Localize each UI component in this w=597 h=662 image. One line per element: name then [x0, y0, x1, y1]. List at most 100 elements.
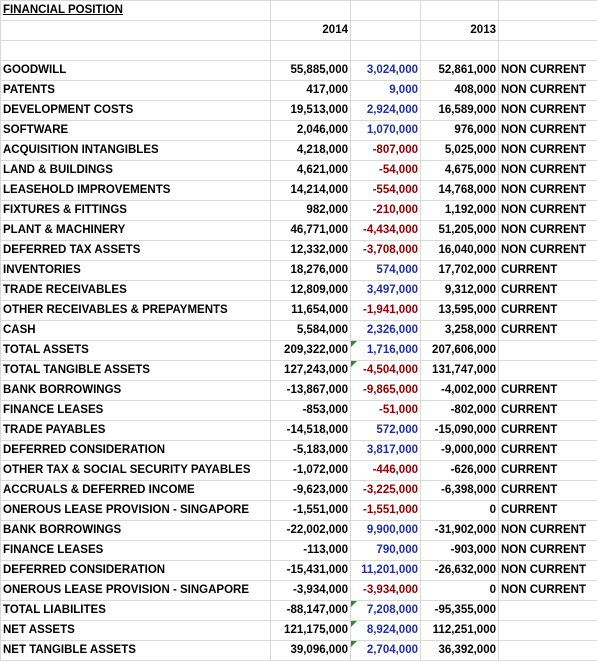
- empty-cell[interactable]: [350, 0, 421, 21]
- value-2013-cell[interactable]: -15,090,000: [420, 420, 499, 441]
- value-2013-cell[interactable]: 207,606,000: [420, 340, 499, 361]
- classification-cell[interactable]: [498, 600, 597, 621]
- change-cell[interactable]: 3,817,000: [350, 440, 421, 461]
- change-cell[interactable]: -3,225,000: [350, 480, 421, 501]
- value-2014-cell[interactable]: 982,000: [270, 200, 351, 221]
- value-2014-cell[interactable]: 4,218,000: [270, 140, 351, 161]
- classification-cell[interactable]: NON CURRENT: [498, 120, 597, 141]
- value-2013-cell[interactable]: 3,258,000: [420, 320, 499, 341]
- classification-cell[interactable]: [498, 620, 597, 641]
- change-cell[interactable]: -4,504,000: [350, 360, 421, 381]
- row-label-cell[interactable]: NET TANGIBLE ASSETS: [0, 640, 271, 661]
- change-cell[interactable]: 3,497,000: [350, 280, 421, 301]
- empty-cell[interactable]: [350, 40, 421, 61]
- classification-cell[interactable]: NON CURRENT: [498, 200, 597, 221]
- empty-cell[interactable]: [420, 40, 499, 61]
- value-2014-cell[interactable]: 417,000: [270, 80, 351, 101]
- change-cell[interactable]: 1,716,000: [350, 340, 421, 361]
- classification-cell[interactable]: NON CURRENT: [498, 100, 597, 121]
- value-2014-cell[interactable]: 39,096,000: [270, 640, 351, 661]
- year-2014-header[interactable]: 2014: [270, 20, 351, 41]
- row-label-cell[interactable]: OTHER TAX & SOCIAL SECURITY PAYABLES: [0, 460, 271, 481]
- classification-cell[interactable]: NON CURRENT: [498, 560, 597, 581]
- change-cell[interactable]: 572,000: [350, 420, 421, 441]
- empty-cell[interactable]: [498, 20, 597, 41]
- change-cell[interactable]: -3,708,000: [350, 240, 421, 261]
- value-2013-cell[interactable]: 112,251,000: [420, 620, 499, 641]
- classification-cell[interactable]: NON CURRENT: [498, 180, 597, 201]
- change-cell[interactable]: -1,941,000: [350, 300, 421, 321]
- value-2014-cell[interactable]: 12,332,000: [270, 240, 351, 261]
- value-2013-cell[interactable]: -802,000: [420, 400, 499, 421]
- value-2014-cell[interactable]: 46,771,000: [270, 220, 351, 241]
- value-2013-cell[interactable]: 16,040,000: [420, 240, 499, 261]
- classification-cell[interactable]: NON CURRENT: [498, 60, 597, 81]
- classification-cell[interactable]: CURRENT: [498, 260, 597, 281]
- value-2014-cell[interactable]: 121,175,000: [270, 620, 351, 641]
- classification-cell[interactable]: CURRENT: [498, 300, 597, 321]
- value-2013-cell[interactable]: -903,000: [420, 540, 499, 561]
- value-2014-cell[interactable]: -9,623,000: [270, 480, 351, 501]
- change-cell[interactable]: -1,551,000: [350, 500, 421, 521]
- empty-cell[interactable]: [270, 40, 351, 61]
- change-cell[interactable]: 790,000: [350, 540, 421, 561]
- sheet-title[interactable]: FINANCIAL POSITION: [0, 0, 271, 21]
- value-2014-cell[interactable]: 14,214,000: [270, 180, 351, 201]
- row-label-cell[interactable]: ONEROUS LEASE PROVISION - SINGAPORE: [0, 500, 271, 521]
- value-2013-cell[interactable]: 17,702,000: [420, 260, 499, 281]
- row-label-cell[interactable]: NET ASSETS: [0, 620, 271, 641]
- classification-cell[interactable]: CURRENT: [498, 460, 597, 481]
- change-cell[interactable]: -446,000: [350, 460, 421, 481]
- change-cell[interactable]: -51,000: [350, 400, 421, 421]
- change-cell[interactable]: -210,000: [350, 200, 421, 221]
- value-2014-cell[interactable]: 127,243,000: [270, 360, 351, 381]
- value-2013-cell[interactable]: 976,000: [420, 120, 499, 141]
- row-label-cell[interactable]: TRADE PAYABLES: [0, 420, 271, 441]
- value-2014-cell[interactable]: 209,322,000: [270, 340, 351, 361]
- classification-cell[interactable]: CURRENT: [498, 420, 597, 441]
- value-2014-cell[interactable]: 5,584,000: [270, 320, 351, 341]
- value-2014-cell[interactable]: -3,934,000: [270, 580, 351, 601]
- row-label-cell[interactable]: TOTAL ASSETS: [0, 340, 271, 361]
- change-cell[interactable]: -554,000: [350, 180, 421, 201]
- empty-cell[interactable]: [350, 20, 421, 41]
- empty-cell[interactable]: [498, 0, 597, 21]
- change-cell[interactable]: 2,326,000: [350, 320, 421, 341]
- value-2014-cell[interactable]: 55,885,000: [270, 60, 351, 81]
- value-2014-cell[interactable]: -5,183,000: [270, 440, 351, 461]
- value-2013-cell[interactable]: -9,000,000: [420, 440, 499, 461]
- empty-cell[interactable]: [270, 0, 351, 21]
- value-2013-cell[interactable]: -95,355,000: [420, 600, 499, 621]
- row-label-cell[interactable]: LAND & BUILDINGS: [0, 160, 271, 181]
- classification-cell[interactable]: [498, 340, 597, 361]
- value-2013-cell[interactable]: 36,392,000: [420, 640, 499, 661]
- row-label-cell[interactable]: TOTAL LIABILITES: [0, 600, 271, 621]
- value-2014-cell[interactable]: 2,046,000: [270, 120, 351, 141]
- change-cell[interactable]: -3,934,000: [350, 580, 421, 601]
- row-label-cell[interactable]: DEFERRED TAX ASSETS: [0, 240, 271, 261]
- value-2014-cell[interactable]: -88,147,000: [270, 600, 351, 621]
- change-cell[interactable]: -807,000: [350, 140, 421, 161]
- change-cell[interactable]: -4,434,000: [350, 220, 421, 241]
- row-label-cell[interactable]: BANK BORROWINGS: [0, 520, 271, 541]
- row-label-cell[interactable]: CASH: [0, 320, 271, 341]
- row-label-cell[interactable]: GOODWILL: [0, 60, 271, 81]
- value-2014-cell[interactable]: -22,002,000: [270, 520, 351, 541]
- row-label-cell[interactable]: INVENTORIES: [0, 260, 271, 281]
- value-2013-cell[interactable]: 9,312,000: [420, 280, 499, 301]
- row-label-cell[interactable]: LEASEHOLD IMPROVEMENTS: [0, 180, 271, 201]
- value-2014-cell[interactable]: 12,809,000: [270, 280, 351, 301]
- classification-cell[interactable]: NON CURRENT: [498, 540, 597, 561]
- change-cell[interactable]: 3,024,000: [350, 60, 421, 81]
- value-2013-cell[interactable]: 1,192,000: [420, 200, 499, 221]
- value-2013-cell[interactable]: -26,632,000: [420, 560, 499, 581]
- change-cell[interactable]: 7,208,000: [350, 600, 421, 621]
- value-2013-cell[interactable]: 16,589,000: [420, 100, 499, 121]
- value-2014-cell[interactable]: -15,431,000: [270, 560, 351, 581]
- value-2013-cell[interactable]: 51,205,000: [420, 220, 499, 241]
- classification-cell[interactable]: NON CURRENT: [498, 160, 597, 181]
- value-2013-cell[interactable]: 0: [420, 500, 499, 521]
- value-2013-cell[interactable]: -626,000: [420, 460, 499, 481]
- change-cell[interactable]: 11,201,000: [350, 560, 421, 581]
- classification-cell[interactable]: CURRENT: [498, 400, 597, 421]
